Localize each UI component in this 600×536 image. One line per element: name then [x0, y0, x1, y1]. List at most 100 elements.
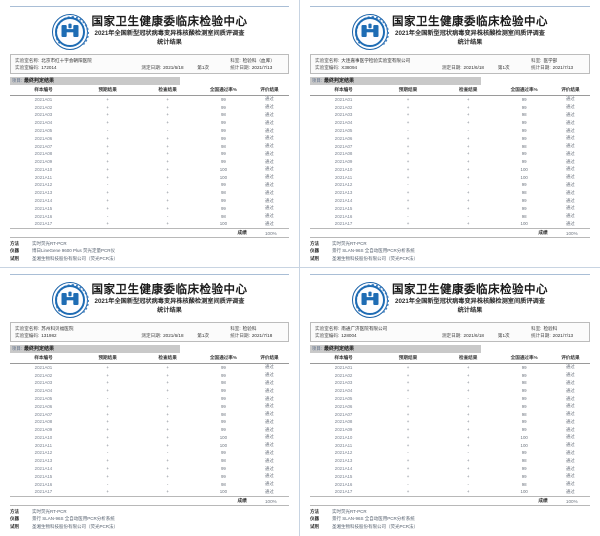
- sample-id: 2021A13: [34, 458, 53, 464]
- table-row: 2021A09 + +99 通过: [10, 426, 289, 434]
- footer-reagent-row: 试剂 圣湘生物科技股份有限公司（荧光PCR法）: [310, 255, 590, 263]
- evaluation-result: 通过: [565, 213, 575, 219]
- table-row: 2021A16 - - 98 通过: [10, 212, 289, 220]
- sample-id: 2021A08: [334, 151, 353, 157]
- table-row: 2021A08 + +99 通过: [310, 150, 590, 158]
- expected-result: +: [106, 143, 109, 149]
- table-row: 2021A12 - - 99 通过: [10, 449, 289, 457]
- footer-instrument-row: 仪器 景行 SLAN-96S 全自动医用PCR分析系统: [310, 515, 590, 523]
- expected-result: +: [106, 466, 109, 472]
- test-date-value: 2021/6/18: [463, 333, 484, 338]
- national-pass-rate: 98: [521, 213, 527, 219]
- discipline-value: 检验科: [242, 326, 257, 331]
- table-row: 2021A04 + +99 通过: [10, 119, 289, 127]
- evaluation-result: 通过: [565, 364, 575, 370]
- table-row: 2021A17 + +100 通过: [310, 220, 590, 229]
- expected-result: +: [406, 364, 410, 370]
- result-title: 统计结果: [157, 39, 182, 46]
- stat-date-label: 统计日期:: [230, 333, 250, 338]
- score-label: 成绩: [538, 230, 548, 236]
- lab-code-field: 实验室编码: 128004: [315, 332, 442, 339]
- actual-result: -: [467, 396, 469, 402]
- stat-date-value: 2021/7/13: [251, 65, 273, 70]
- national-pass-rate: 99: [521, 104, 527, 110]
- sample-id: 2021A07: [34, 143, 53, 149]
- report-card: 国家卫生健康委临床检验中心 2021年全国新型冠状病毒变异株核酸检测室间质评调查统…: [10, 274, 289, 532]
- evaluation-result: 通过: [265, 379, 274, 385]
- actual-result: +: [466, 159, 470, 165]
- lab-code-value: X38094: [341, 65, 358, 70]
- sample-id: 2021A04: [334, 388, 353, 394]
- footer-instrument-label: 仪器: [10, 248, 19, 254]
- actual-result: -: [166, 396, 169, 402]
- column-header-2: 检查结果: [138, 85, 197, 96]
- report-header: 国家卫生健康委临床检验中心 2021年全国新型冠状病毒变异株核酸检测室间质评调查统…: [10, 11, 289, 51]
- title-block: 国家卫生健康委临床检验中心 2021年全国新型冠状病毒变异株核酸检测室间质评调查统…: [92, 13, 248, 47]
- actual-result: +: [166, 112, 169, 118]
- evaluation-result: 通过: [565, 473, 575, 479]
- sample-id: 2021A06: [34, 135, 53, 141]
- sample-id: 2021A10: [334, 166, 353, 172]
- national-pass-rate: 98: [220, 411, 226, 417]
- evaluation-result: 通过: [565, 189, 575, 195]
- actual-result: +: [166, 364, 169, 370]
- evaluation-result: 通过: [565, 403, 575, 409]
- table-header-row: 样本编号 预期结果 检查结果 全国通过率% 评价结果: [310, 353, 590, 364]
- batch-value: 第1次: [497, 333, 510, 338]
- footer-instrument-label: 仪器: [310, 516, 319, 522]
- footer-reagent-value: 圣湘生物科技股份有限公司（荧光PCR法）: [332, 523, 418, 529]
- actual-result: -: [467, 450, 469, 456]
- evaluation-result: 通过: [265, 411, 274, 417]
- evaluation-result: 通过: [565, 96, 575, 102]
- nccl-emblem-logo: [352, 14, 389, 50]
- lab-name-field: 实验室名称: 南通广济医院有限公司: [315, 325, 442, 332]
- table-row: 2021A11 + +100 通过: [10, 441, 289, 449]
- evaluation-result: 通过: [265, 143, 274, 149]
- sample-id: 2021A17: [10, 488, 77, 497]
- national-pass-rate: 99: [521, 128, 527, 134]
- footer-method-value: 实时荧光RT-PCR: [32, 508, 67, 514]
- org-title: 国家卫生健康委临床检验中心: [91, 284, 248, 296]
- evaluation-result: 通过: [565, 205, 575, 211]
- sample-id: 2021A15: [34, 205, 53, 211]
- evaluation-result: 通过: [565, 465, 575, 471]
- lab-info-box: 实验室名称: 北京市红十字会朝阳医院 科室: 检验科（血库） 实验室编码: 172014 测…: [10, 54, 289, 74]
- table-row: 2021A05 - - 99 通过: [310, 395, 590, 403]
- expected-result: +: [406, 159, 410, 165]
- stat-date-field: 统计日期: 2021/7/13: [531, 332, 585, 339]
- table-row: 2021A10 + +100 通过: [310, 166, 590, 174]
- footer-instrument-row: 仪器 景行 SLAN-96S 全自动医用PCR分析系统: [10, 515, 289, 523]
- sample-id: 2021A01: [334, 96, 353, 102]
- sample-id: 2021A14: [334, 466, 353, 472]
- national-pass-rate: 98: [521, 458, 527, 464]
- expected-result: +: [106, 174, 109, 180]
- actual-result: +: [166, 151, 169, 157]
- table-row: 2021A01 + +99 通过: [10, 95, 289, 103]
- national-pass-rate: 100: [219, 442, 228, 448]
- title-block: 国家卫生健康委临床检验中心 2021年全国新型冠状病毒变异株核酸检测室间质评调查统…: [392, 13, 548, 47]
- national-pass-rate: 99: [220, 419, 226, 425]
- national-pass-rate: 99: [220, 120, 226, 126]
- evaluation-result: 通过: [565, 442, 575, 448]
- batch-field: 第1次: [195, 64, 230, 71]
- expected-result: +: [106, 151, 109, 157]
- sample-id: 2021A17: [310, 220, 378, 229]
- expected-result: +: [106, 442, 109, 448]
- report-header: 国家卫生健康委临床检验中心 2021年全国新型冠状病毒变异株核酸检测室间质评调查统…: [310, 11, 590, 51]
- expected-result: +: [406, 151, 410, 157]
- footer-reagent-value: 圣湘生物科技股份有限公司（荧光PCR法）: [32, 523, 118, 529]
- table-row: 2021A04 + +99 通过: [310, 387, 590, 395]
- column-header-3: 全国通过率%: [497, 85, 551, 96]
- sample-id: 2021A01: [34, 96, 53, 102]
- org-title: 国家卫生健康委临床检验中心: [392, 284, 548, 296]
- results-table: 样本编号 预期结果 检查结果 全国通过率% 评价结果 2021A01 + +99 通过 2021A…: [10, 85, 289, 229]
- test-date-field: 测定日期: 2021/6/18: [141, 64, 195, 71]
- actual-result: +: [466, 166, 470, 172]
- sample-id: 2021A03: [334, 112, 353, 118]
- test-date-value: 2021/6/18: [163, 65, 184, 70]
- actual-result: -: [166, 213, 169, 219]
- national-pass-rate: 99: [521, 96, 527, 102]
- table-row: 2021A14 + +99 通过: [310, 465, 590, 473]
- national-pass-rate: 100: [520, 174, 528, 180]
- sample-id: 2021A09: [334, 159, 353, 165]
